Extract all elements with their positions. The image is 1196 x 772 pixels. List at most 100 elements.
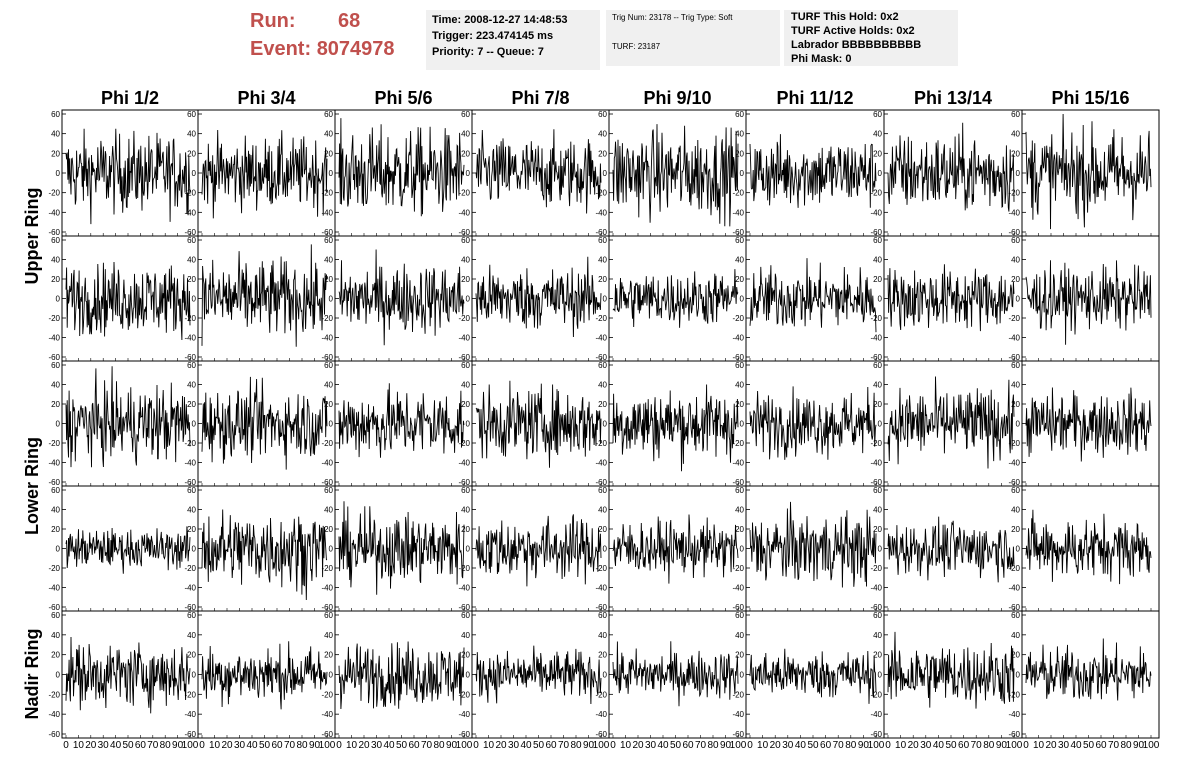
- y-tick-label: 40: [187, 130, 196, 139]
- y-tick-label: -60: [48, 478, 60, 487]
- y-tick-label: 60: [324, 486, 333, 495]
- x-tick-label: 40: [1070, 740, 1082, 751]
- y-tick-label: 0: [1016, 420, 1021, 429]
- y-tick-label: 40: [598, 130, 607, 139]
- waveform-trace: [338, 641, 465, 710]
- y-tick-label: -20: [870, 189, 882, 198]
- y-tick-label: 20: [1011, 651, 1020, 660]
- y-tick-label: 20: [598, 149, 607, 158]
- panel-frame: [883, 610, 1023, 739]
- y-tick-label: -40: [732, 334, 744, 343]
- event-value: 8074978: [316, 38, 395, 60]
- y-tick-label: -40: [321, 208, 333, 217]
- y-tick-label: -20: [732, 564, 744, 573]
- y-tick-label: 20: [598, 651, 607, 660]
- x-tick-label: 20: [358, 740, 370, 751]
- x-tick-label: 60: [271, 740, 283, 751]
- waveform-trace: [65, 261, 191, 341]
- x-tick-label: 50: [807, 740, 819, 751]
- y-tick-label: -40: [1008, 584, 1020, 593]
- y-tick-label: -60: [595, 603, 607, 612]
- y-tick-label: 0: [466, 295, 471, 304]
- y-tick-label: -60: [321, 603, 333, 612]
- y-tick-label: -40: [184, 459, 196, 468]
- y-tick-label: -20: [48, 690, 60, 699]
- x-tick-label: 30: [782, 740, 794, 751]
- x-tick-label: 40: [795, 740, 807, 751]
- waveform-trace: [887, 631, 1015, 709]
- x-tick-label: 10: [620, 740, 632, 751]
- y-tick-label: 20: [51, 525, 60, 534]
- y-tick-label: -20: [184, 189, 196, 198]
- y-tick-label: -20: [48, 189, 60, 198]
- x-tick-label: 100: [593, 740, 610, 751]
- y-tick-label: -60: [48, 228, 60, 237]
- y-tick-label: -20: [870, 564, 882, 573]
- y-tick-label: -40: [321, 334, 333, 343]
- y-tick-label: -40: [595, 334, 607, 343]
- run-value: 68: [338, 10, 361, 32]
- y-tick-label: 0: [878, 295, 883, 304]
- y-tick-label: -60: [732, 353, 744, 362]
- y-tick-label: -40: [48, 334, 60, 343]
- x-tick-label: 60: [1095, 740, 1107, 751]
- y-tick-label: -60: [870, 353, 882, 362]
- x-tick-label: 70: [833, 740, 845, 751]
- y-tick-label: -60: [732, 603, 744, 612]
- y-tick-label: 40: [1011, 381, 1020, 390]
- waveform-trace: [887, 264, 1015, 332]
- x-tick-label: 80: [296, 740, 308, 751]
- x-tick-label: 70: [147, 740, 159, 751]
- y-tick-label: -60: [184, 478, 196, 487]
- waveform-trace: [201, 376, 328, 470]
- y-tick-label: 60: [324, 110, 333, 119]
- waveform-trace: [612, 269, 739, 328]
- column-title: Phi 11/12: [776, 88, 853, 108]
- y-tick-label: -20: [458, 314, 470, 323]
- y-tick-label: 60: [1011, 361, 1020, 370]
- waveform-trace: [475, 514, 602, 587]
- run-line: Run: 68: [250, 10, 360, 33]
- y-tick-label: -60: [732, 228, 744, 237]
- y-tick-label: 60: [51, 486, 60, 495]
- x-tick-label: 20: [632, 740, 644, 751]
- x-tick-label: 90: [996, 740, 1008, 751]
- x-tick-label: 100: [868, 740, 885, 751]
- waveform-trace: [201, 244, 328, 347]
- y-tick-label: 40: [461, 381, 470, 390]
- x-tick-label: 100: [1006, 740, 1023, 751]
- y-tick-label: 0: [740, 169, 745, 178]
- y-tick-label: 20: [324, 525, 333, 534]
- y-tick-label: -40: [870, 584, 882, 593]
- y-tick-label: -60: [184, 353, 196, 362]
- waveform-trace: [338, 118, 465, 217]
- y-tick-label: 40: [873, 256, 882, 265]
- y-tick-label: 20: [1011, 149, 1020, 158]
- y-tick-label: -60: [870, 228, 882, 237]
- y-tick-label: 40: [1011, 130, 1020, 139]
- x-tick-label: 30: [371, 740, 383, 751]
- y-tick-label: 20: [461, 400, 470, 409]
- x-tick-label: 20: [85, 740, 97, 751]
- row-group-title: Nadir Ring: [22, 628, 42, 719]
- y-tick-label: 20: [873, 400, 882, 409]
- y-tick-label: 20: [461, 525, 470, 534]
- x-tick-label: 100: [319, 740, 336, 751]
- waveform-trace: [1025, 113, 1152, 230]
- y-tick-label: -40: [458, 584, 470, 593]
- y-tick-label: 40: [324, 381, 333, 390]
- x-tick-label: 70: [284, 740, 296, 751]
- y-tick-label: -20: [321, 189, 333, 198]
- y-tick-label: -40: [458, 334, 470, 343]
- x-tick-label: 50: [122, 740, 134, 751]
- y-tick-label: 60: [324, 611, 333, 620]
- y-tick-label: 20: [461, 651, 470, 660]
- x-tick-label: 50: [533, 740, 545, 751]
- y-tick-label: 40: [598, 381, 607, 390]
- y-tick-label: 0: [192, 295, 197, 304]
- y-tick-label: 40: [51, 506, 60, 515]
- y-tick-label: 0: [603, 169, 608, 178]
- y-tick-label: -60: [184, 730, 196, 739]
- y-tick-label: 40: [187, 256, 196, 265]
